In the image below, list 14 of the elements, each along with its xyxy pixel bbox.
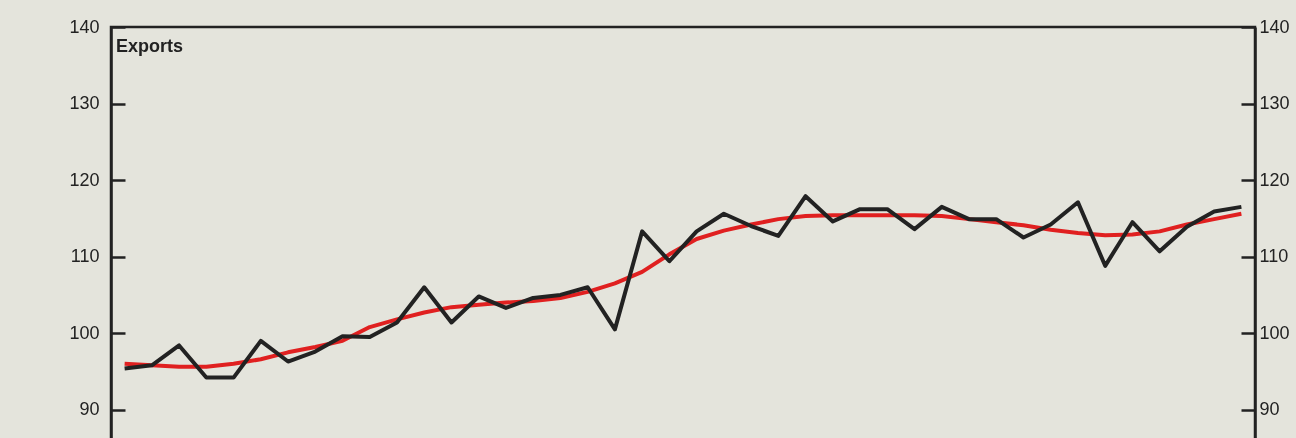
y-tick-label: 130	[69, 93, 100, 114]
line-series	[122, 194, 1244, 380]
y2-tick-label: 130	[1259, 93, 1290, 114]
y-tick-label: 100	[69, 322, 100, 343]
y2-tick-label: 120	[1259, 169, 1290, 190]
y-tick-label: 110	[70, 246, 100, 267]
y-tick-label: 140	[69, 16, 100, 37]
y-tick-label: 90	[79, 399, 100, 420]
y2-tick-label: 110	[1259, 246, 1289, 267]
y2-tick-label: 90	[1259, 399, 1280, 420]
text: Exports	[115, 36, 183, 56]
y2-tick-label: 140	[1259, 16, 1290, 37]
y-tick-label: 120	[69, 169, 100, 190]
y2-tick-label: 100	[1259, 322, 1290, 343]
